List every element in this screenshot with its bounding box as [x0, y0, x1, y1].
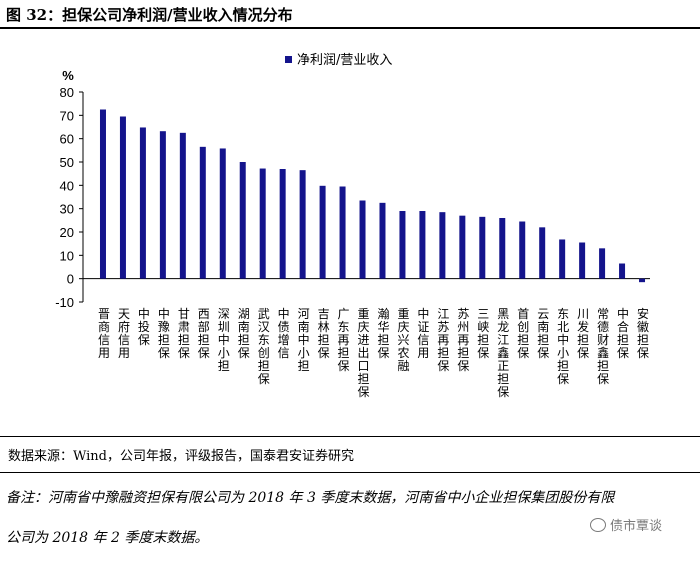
- y-tick-label: 50: [60, 155, 74, 170]
- y-tick-label: 70: [60, 108, 74, 123]
- note-rule: [0, 472, 700, 473]
- y-tick-label: 0: [67, 272, 74, 287]
- x-tick-label: 云南担保: [537, 307, 549, 360]
- bar: [359, 200, 366, 279]
- bar: [159, 131, 166, 279]
- x-tick-label: 中合担保: [617, 306, 629, 360]
- x-tick-label: 常德财鑫担保: [597, 307, 609, 386]
- bar: [499, 218, 506, 279]
- wechat-icon: [590, 517, 606, 532]
- y-tick-label: 10: [60, 248, 74, 263]
- bar: [519, 221, 526, 279]
- bar: [219, 148, 226, 279]
- bar: [179, 132, 186, 279]
- x-tick-label: 中投保: [138, 306, 150, 347]
- x-tick-label: 三峡担保: [477, 307, 489, 360]
- bar: [559, 239, 566, 279]
- x-tick-label: 苏州再担保: [457, 307, 469, 373]
- figure-title: 图 32：担保公司净利润/营业收入情况分布: [6, 6, 293, 24]
- x-tick-label: 川发担保: [577, 307, 589, 360]
- x-tick-label: 中豫担保: [158, 306, 170, 360]
- x-tick-label: 首创担保: [517, 307, 529, 360]
- source-text: 数据来源：Wind，公司年报，评级报告，国泰君安证券研究: [8, 449, 354, 464]
- legend-swatch: [285, 56, 292, 63]
- source-rule: [0, 436, 700, 437]
- bar: [399, 211, 406, 279]
- x-tick-label: 瀚华担保: [377, 306, 389, 360]
- bar: [119, 116, 126, 279]
- x-tick-label: 中证信用: [417, 306, 429, 360]
- x-tick-label: 重庆兴农融: [397, 307, 409, 373]
- x-tick-label: 深圳中小担: [218, 307, 230, 373]
- x-tick-label: 湖南担保: [238, 306, 250, 360]
- x-tick-label: 广东再担保: [338, 307, 350, 373]
- bar: [419, 211, 426, 279]
- watermark-text: 债市覃谈: [610, 519, 663, 534]
- x-tick-label: 黑龙江鑫正担保: [497, 307, 509, 399]
- bar: [239, 162, 246, 279]
- top-rule: [0, 27, 700, 29]
- y-tick-label: 20: [60, 225, 74, 240]
- note-line-2: 公司为 2018 年 2 季度末数据。: [6, 530, 209, 546]
- x-tick-label: 重庆进出口担保: [358, 307, 370, 399]
- bar: [259, 168, 266, 279]
- watermark: 债市覃谈: [590, 515, 662, 534]
- x-tick-label: 河南中小担: [298, 307, 310, 373]
- x-tick-label: 西部担保: [198, 307, 210, 360]
- legend-label: 净利润/营业收入: [297, 53, 392, 68]
- bar: [439, 212, 446, 279]
- bar: [199, 146, 206, 279]
- x-tick-label: 武汉东创担保: [258, 307, 270, 386]
- bar: [299, 170, 306, 279]
- bar: [339, 186, 346, 279]
- bar: [619, 263, 626, 279]
- bar: [579, 242, 586, 279]
- y-tick-label: 80: [60, 85, 74, 100]
- x-tick-label: 安徽担保: [637, 306, 649, 360]
- y-tick-label: 40: [60, 178, 74, 193]
- x-tick-label: 吉林担保: [318, 307, 330, 360]
- bar-chart: -10 0 10 20 30 40 50 60 70 80% 晋商信用天府信用中投保中豫担保甘肃担…: [55, 53, 650, 399]
- y-tick-label: 30: [60, 202, 74, 217]
- x-tick-label: 中债增信: [278, 306, 290, 360]
- bar: [279, 169, 286, 279]
- x-tick-label: 江苏再担保: [437, 307, 449, 373]
- bar: [99, 109, 106, 279]
- bar: [479, 216, 486, 279]
- bar: [599, 248, 606, 279]
- y-unit-label: %: [62, 68, 74, 83]
- bar: [459, 215, 466, 279]
- y-tick-label: 60: [60, 132, 74, 147]
- bar: [319, 185, 326, 279]
- bar: [139, 127, 146, 279]
- x-tick-label: 晋商信用: [98, 307, 110, 360]
- bar: [639, 278, 646, 283]
- x-tick-label: 东北中小担保: [557, 307, 569, 386]
- note-line-1: 备注：河南省中豫融资担保有限公司为 2018 年 3 季度末数据，河南省中小企业…: [6, 490, 615, 506]
- x-tick-label: 天府信用: [118, 307, 130, 360]
- x-tick-label: 甘肃担保: [178, 307, 190, 360]
- bar: [379, 202, 386, 279]
- y-tick-label: -10: [55, 295, 74, 310]
- bar: [539, 227, 546, 279]
